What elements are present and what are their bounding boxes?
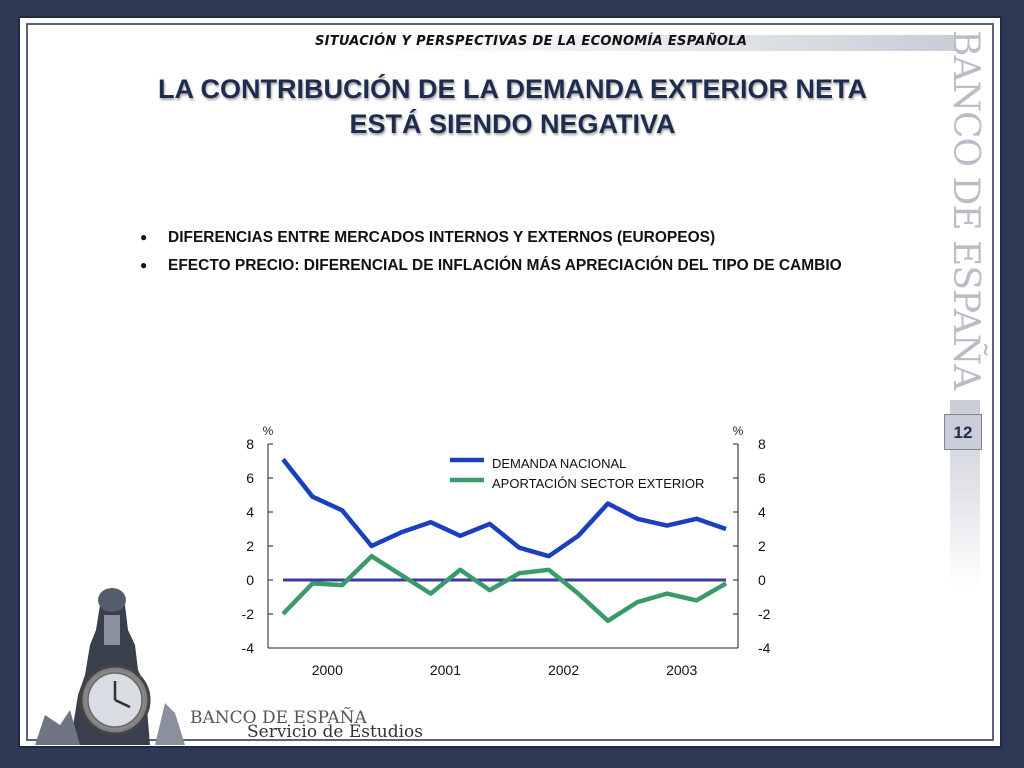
y-tick-label-left: 4 [246,504,254,520]
bullet-dot-icon: ● [140,230,148,244]
x-tick-label: 2002 [548,662,579,678]
series-line-1 [281,457,727,559]
footer-org-name: BANCO DE ESPAÑA [190,708,367,728]
bank-building-logo [35,588,185,745]
bullet-list: ● DIFERENCIAS ENTRE MERCADOS INTERNOS Y … [140,228,920,284]
y-tick-label-right: 6 [758,470,766,486]
page-number: 12 [944,414,982,450]
y-tick-label-right: -4 [758,640,771,656]
header-subtitle: SITUACIÓN Y PERSPECTIVAS DE LA ECONOMÍA … [315,34,748,49]
bullet-dot-icon: ● [140,258,148,272]
y-tick-label-left: 6 [246,470,254,486]
title-line-1: LA CONTRIBUCIÓN DE LA DEMANDA EXTERIOR N… [158,74,867,104]
line-chart: % % 8 8 6 6 4 4 2 2 0 0 -2 -2 -4 -4 2000 2001 2002 2003 DEMA… [242,424,771,678]
side-brand-text: BANCO DE ESPAÑA [945,30,986,390]
y-tick-label-right: -2 [758,606,771,622]
title-line-2: ESTÁ SIENDO NEGATIVA [349,109,676,139]
legend-label-2: APORTACIÓN SECTOR EXTERIOR [492,476,704,491]
y-tick-label-left: 2 [246,538,254,554]
slide-border [26,23,994,741]
y-tick-label-right: 8 [758,436,766,452]
y-unit-right: % [733,424,744,438]
y-tick-label-left: 8 [246,436,254,452]
page-title: LA CONTRIBUCIÓN DE LA DEMANDA EXTERIOR N… [90,72,935,142]
bullet-text: EFECTO PRECIO: DIFERENCIAL DE INFLACIÓN … [168,257,842,274]
y-unit-left: % [263,424,274,438]
y-tick-label-left: -2 [242,606,255,622]
legend-label-1: DEMANDA NACIONAL [492,456,626,471]
series-line-2 [281,553,728,624]
bullet-text: DIFERENCIAS ENTRE MERCADOS INTERNOS Y EX… [168,229,716,246]
y-tick-label-right: 2 [758,538,766,554]
footer-dept-name: Servicio de Estudios [247,722,424,742]
y-tick-label-right: 4 [758,504,766,520]
bullet-item: ● EFECTO PRECIO: DIFERENCIAL DE INFLACIÓ… [140,256,920,275]
y-tick-label-left: 0 [246,572,254,588]
bullet-item: ● DIFERENCIAS ENTRE MERCADOS INTERNOS Y … [140,228,920,247]
header-band [235,35,955,51]
y-tick-label-left: -4 [242,640,255,656]
x-tick-label: 2003 [666,662,697,678]
y-tick-label-right: 0 [758,572,766,588]
slide [18,16,1002,748]
x-tick-label: 2001 [430,662,461,678]
x-tick-label: 2000 [312,662,343,678]
